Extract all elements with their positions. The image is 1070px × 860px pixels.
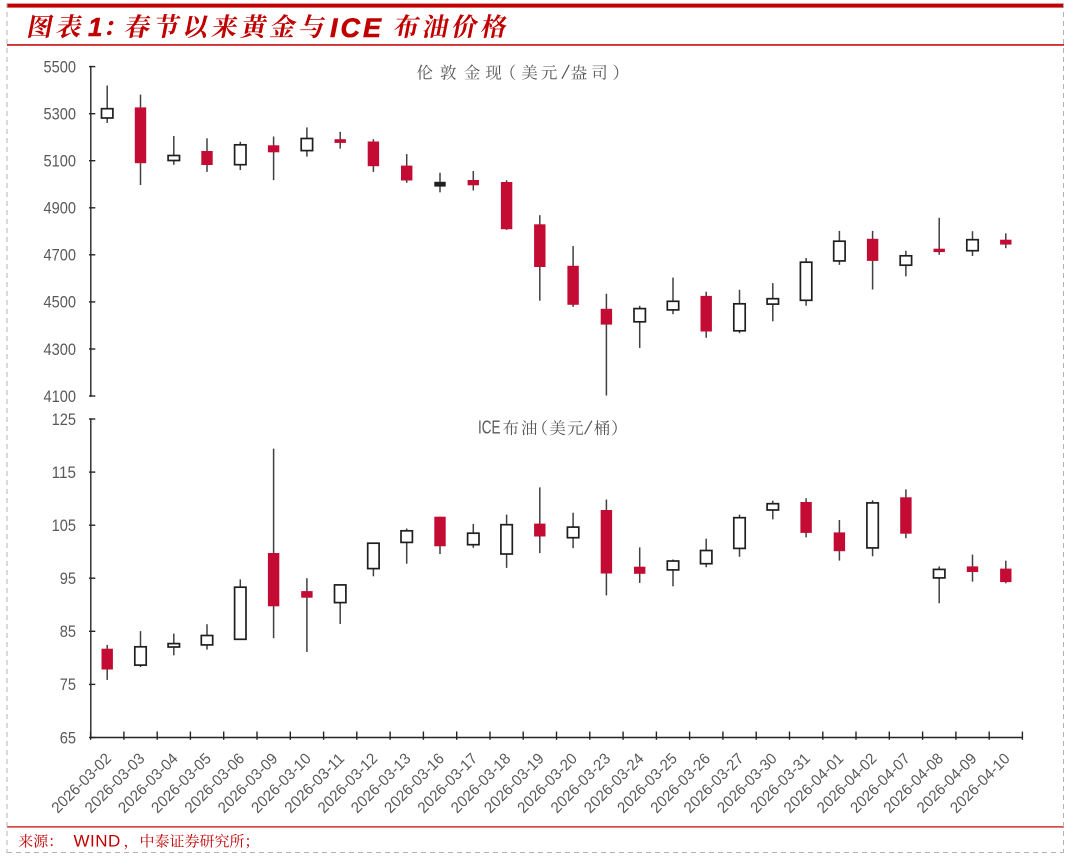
- svg-text:85: 85: [60, 623, 76, 641]
- svg-text:95: 95: [60, 570, 76, 588]
- svg-text:ICE: ICE: [478, 418, 501, 438]
- svg-text:1: 1: [88, 12, 102, 42]
- svg-text:4300: 4300: [44, 341, 77, 359]
- svg-text:125: 125: [52, 411, 76, 429]
- svg-text:4100: 4100: [44, 388, 77, 406]
- svg-text:4900: 4900: [44, 200, 77, 218]
- svg-text:WIND: WIND: [74, 832, 121, 851]
- svg-text:5500: 5500: [44, 58, 77, 76]
- svg-text:4500: 4500: [44, 294, 77, 312]
- svg-text:ICE: ICE: [330, 13, 384, 43]
- svg-text:65: 65: [60, 729, 76, 747]
- svg-text:5300: 5300: [44, 106, 77, 124]
- svg-text:4700: 4700: [44, 247, 77, 265]
- svg-text:75: 75: [60, 676, 76, 694]
- svg-text:5100: 5100: [44, 153, 77, 171]
- svg-text:115: 115: [52, 464, 76, 482]
- svg-text:105: 105: [52, 517, 76, 535]
